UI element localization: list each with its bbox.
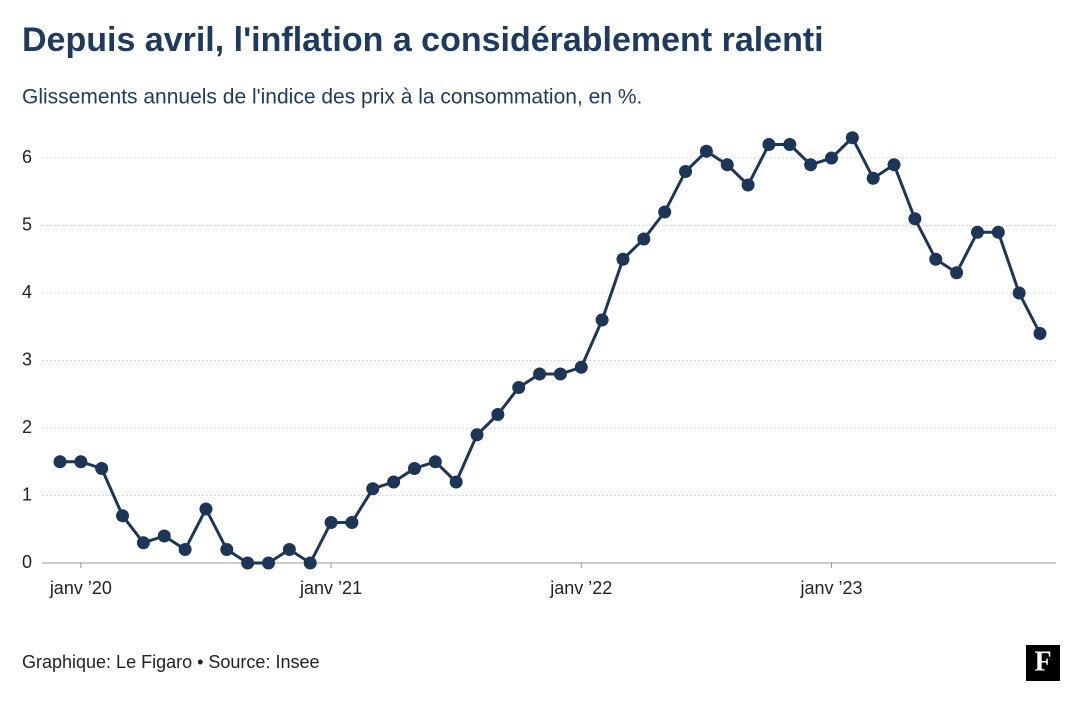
point [720, 158, 734, 172]
point [116, 509, 130, 523]
point [1033, 327, 1047, 340]
point [553, 367, 567, 381]
y-tick-label: 6 [22, 147, 32, 167]
point [929, 252, 943, 266]
point [470, 428, 484, 442]
point [741, 178, 755, 192]
point [845, 131, 859, 145]
line [60, 135, 1042, 566]
point [804, 158, 818, 172]
y-tick-label: 3 [22, 349, 32, 369]
point [491, 408, 505, 421]
point [783, 138, 797, 151]
y-tick-label: 0 [22, 552, 32, 572]
point [824, 151, 838, 165]
point [970, 225, 984, 239]
svg-text:F: F [1034, 646, 1051, 677]
source: Graphique: Le Figaro • Source: Insee [22, 652, 319, 672]
y-tick-label: 1 [22, 484, 32, 504]
point [762, 138, 776, 151]
point [136, 536, 150, 550]
point [345, 516, 359, 529]
point [616, 252, 630, 266]
point [428, 455, 442, 469]
point [533, 367, 547, 381]
point [637, 232, 651, 246]
point [74, 455, 88, 469]
point [262, 556, 276, 570]
y-tick-label: 2 [22, 417, 32, 437]
point [866, 171, 880, 185]
point [908, 212, 922, 226]
point [595, 313, 609, 327]
y-tick-label: 5 [22, 214, 32, 234]
point [887, 158, 901, 172]
point [282, 543, 296, 556]
x-tick-label: janv ’20 [49, 578, 112, 598]
point [991, 225, 1005, 239]
point [324, 516, 338, 529]
point [157, 529, 171, 543]
point [658, 205, 672, 219]
point [449, 475, 463, 489]
point [178, 543, 192, 556]
point [53, 455, 67, 469]
point [1012, 286, 1026, 300]
point [95, 462, 109, 475]
point [220, 543, 234, 556]
y-tick-label: 4 [22, 282, 32, 302]
logo: F [1026, 645, 1060, 681]
point [950, 266, 964, 280]
x-tick-label: janv ’21 [299, 578, 362, 598]
point [512, 381, 526, 394]
point [679, 165, 693, 178]
point [574, 360, 588, 374]
point [387, 475, 401, 489]
point [407, 462, 421, 475]
point [366, 482, 380, 496]
point [303, 556, 317, 570]
chart-subtitle: Glissements annuels de l'indice des prix… [22, 86, 642, 109]
point [241, 556, 255, 570]
chart-title: Depuis avril, l'inflation a considérable… [22, 21, 824, 59]
point [199, 502, 213, 516]
point [699, 144, 713, 158]
x-tick-label: janv ’22 [549, 578, 612, 598]
x-tick-label: janv ’23 [799, 578, 862, 598]
